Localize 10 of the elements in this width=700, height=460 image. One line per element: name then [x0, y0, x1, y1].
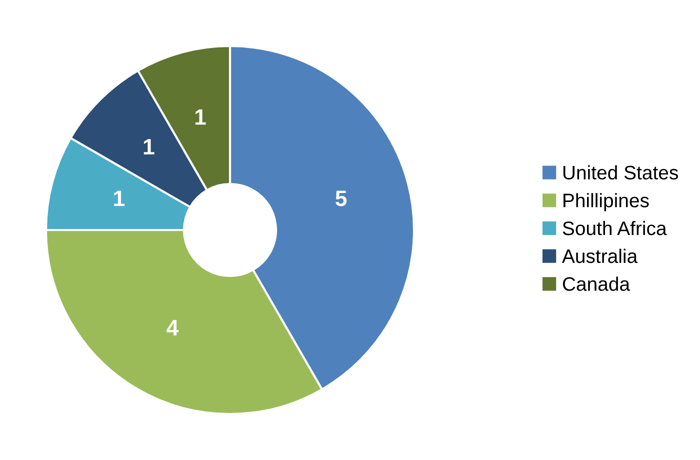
data-label: 5	[336, 190, 347, 206]
legend-label: United States	[563, 165, 678, 180]
legend-label: Phillipines	[564, 193, 649, 212]
legend-label: Canada	[562, 276, 630, 291]
legend-label: South Africa	[562, 220, 667, 236]
data-label: 4	[166, 320, 179, 336]
data-label: 1	[144, 139, 154, 154]
legend-label: Australia	[562, 248, 638, 264]
data-label: 1	[114, 190, 124, 206]
data-label: 1	[195, 109, 206, 125]
